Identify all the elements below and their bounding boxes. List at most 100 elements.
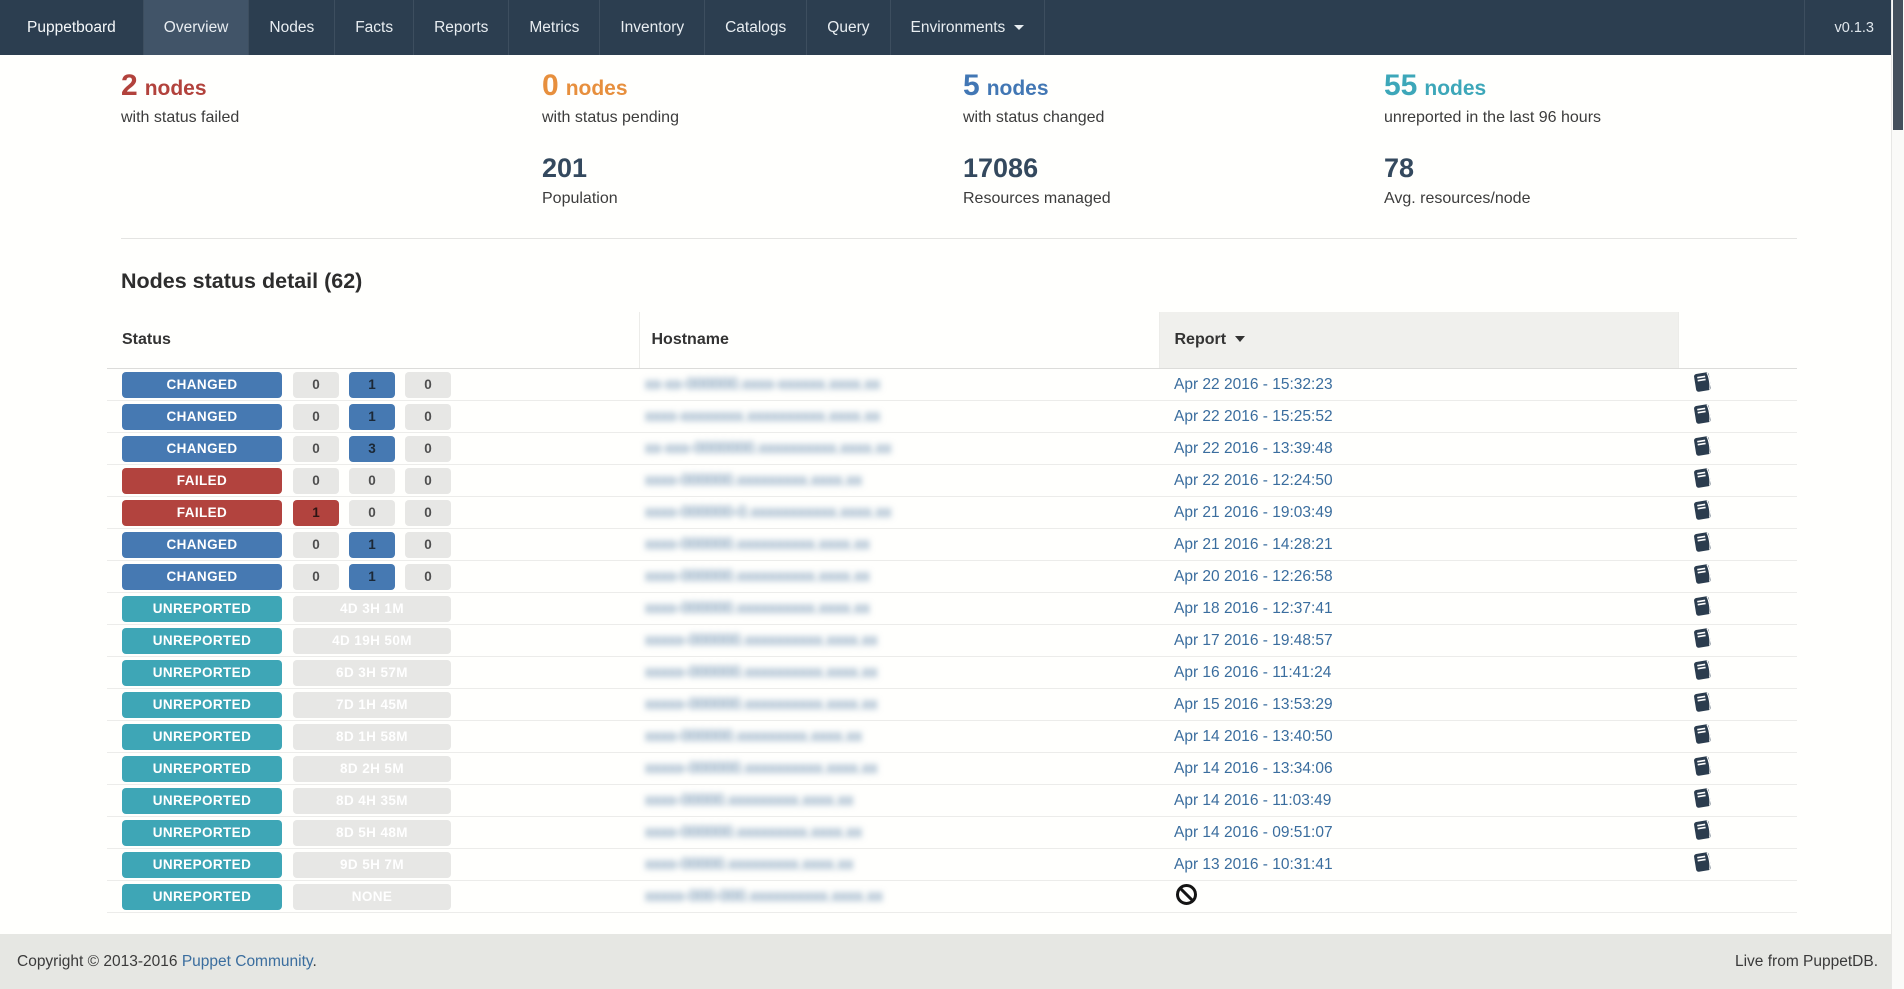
tab-inventory[interactable]: Inventory bbox=[599, 0, 704, 55]
report-log-icon[interactable] bbox=[1693, 468, 1713, 488]
count-badge: 0 bbox=[405, 531, 451, 558]
column-header-status[interactable]: Status bbox=[107, 312, 639, 369]
column-header-report[interactable]: Report bbox=[1158, 312, 1678, 369]
changed-count: 5 bbox=[963, 69, 980, 102]
count-badge: 0 bbox=[293, 435, 339, 462]
hostname-link[interactable]: xxxx-xxxxxxxx.xxxxxxxxxx.xxxx.xx bbox=[645, 407, 881, 425]
count-badge: 0 bbox=[405, 499, 451, 526]
status-counts: 9D 5H 7M bbox=[293, 851, 451, 878]
report-log-icon[interactable] bbox=[1693, 404, 1713, 424]
report-link[interactable]: Apr 21 2016 - 19:03:49 bbox=[1174, 503, 1333, 521]
scrollbar-track[interactable] bbox=[1891, 0, 1904, 989]
hostname-link[interactable]: xxxx-00000.xxxxxxxxx.xxxx.xx bbox=[645, 791, 854, 809]
hostname-link[interactable]: xxxx-000000.xxxxxxxxxx.xxxx.xx bbox=[645, 599, 870, 617]
hostname-link[interactable]: xxxxx-000000.xxxxxxxxxx.xxxx.xx bbox=[645, 631, 878, 649]
report-log-icon[interactable] bbox=[1693, 500, 1713, 520]
report-log-icon[interactable] bbox=[1693, 788, 1713, 808]
environments-dropdown[interactable]: Environments bbox=[889, 0, 1046, 55]
report-log-icon[interactable] bbox=[1693, 660, 1713, 680]
report-link[interactable]: Apr 17 2016 - 19:48:57 bbox=[1174, 631, 1333, 649]
report-log-icon[interactable] bbox=[1693, 724, 1713, 744]
page-title: Nodes status detail (62) bbox=[121, 269, 363, 293]
status-counts: 8D 1H 58M bbox=[293, 723, 451, 750]
report-log-icon[interactable] bbox=[1693, 436, 1713, 456]
report-log-icon[interactable] bbox=[1693, 564, 1713, 584]
changed-label: with status changed bbox=[963, 109, 1105, 126]
status-badge: FAILED bbox=[122, 499, 282, 526]
stat-resources-managed: 17086 Resources managed bbox=[963, 153, 1111, 207]
status-badge: UNREPORTED bbox=[122, 755, 282, 782]
unreported-duration-badge: 8D 4H 35M bbox=[293, 787, 451, 814]
tab-nodes[interactable]: Nodes bbox=[248, 0, 334, 55]
table-row: UNREPORTED 8D 2H 5M xxxxx-000000.xxxxxxx… bbox=[107, 752, 1797, 785]
report-link[interactable]: Apr 20 2016 - 12:26:58 bbox=[1174, 567, 1333, 585]
report-log-icon[interactable] bbox=[1693, 372, 1713, 392]
tab-facts[interactable]: Facts bbox=[334, 0, 413, 55]
report-link[interactable]: Apr 16 2016 - 11:41:24 bbox=[1174, 663, 1332, 681]
tab-overview[interactable]: Overview bbox=[142, 0, 249, 55]
report-link[interactable]: Apr 14 2016 - 13:34:06 bbox=[1174, 759, 1333, 777]
report-log-icon[interactable] bbox=[1693, 692, 1713, 712]
copyright: Copyright © 2013-2016 Puppet Community. bbox=[17, 952, 317, 970]
column-header-hostname[interactable]: Hostname bbox=[638, 312, 1159, 369]
unreported-duration-badge: 4D 19H 50M bbox=[293, 627, 451, 654]
stat-population: 201 Population bbox=[542, 153, 618, 207]
tab-catalogs[interactable]: Catalogs bbox=[704, 0, 806, 55]
status-badge: CHANGED bbox=[122, 563, 282, 590]
report-link[interactable]: Apr 14 2016 - 11:03:49 bbox=[1174, 791, 1332, 809]
hostname-link[interactable]: xxxx-000000-0.xxxxxxxxxxx.xxxx.xx bbox=[645, 503, 892, 521]
report-link[interactable]: Apr 14 2016 - 13:40:50 bbox=[1174, 727, 1333, 745]
pending-count: 0 bbox=[542, 69, 559, 102]
report-log-icon[interactable] bbox=[1693, 532, 1713, 552]
report-link[interactable]: Apr 21 2016 - 14:28:21 bbox=[1174, 535, 1333, 553]
brand-puppetboard[interactable]: Puppetboard bbox=[27, 18, 116, 36]
hostname-link[interactable]: xxxx-000000.xxxxxxxxx.xxxx.xx bbox=[645, 823, 863, 841]
report-log-icon[interactable] bbox=[1693, 596, 1713, 616]
hostname-link[interactable]: xx-xx-000000.xxxx-xxxxxx.xxxx.xx bbox=[645, 375, 881, 393]
tab-reports[interactable]: Reports bbox=[413, 0, 508, 55]
chevron-down-icon bbox=[1014, 25, 1025, 30]
count-badge: 0 bbox=[405, 403, 451, 430]
report-link[interactable]: Apr 22 2016 - 12:24:50 bbox=[1174, 471, 1333, 489]
count-badge: 0 bbox=[405, 563, 451, 590]
report-log-icon[interactable] bbox=[1693, 628, 1713, 648]
table-row: UNREPORTED 8D 5H 48M xxxx-000000.xxxxxxx… bbox=[107, 816, 1797, 849]
scrollbar-thumb[interactable] bbox=[1893, 0, 1903, 130]
tab-query[interactable]: Query bbox=[806, 0, 889, 55]
report-link[interactable]: Apr 22 2016 - 13:39:48 bbox=[1174, 439, 1333, 457]
report-link[interactable]: Apr 22 2016 - 15:25:52 bbox=[1174, 407, 1333, 425]
hostname-link[interactable]: xxxx-000000.xxxxxxxxx.xxxx.xx bbox=[645, 471, 863, 489]
hostname-link[interactable]: xxxxx-000000.xxxxxxxxxx.xxxx.xx bbox=[645, 695, 878, 713]
status-counts: 7D 1H 45M bbox=[293, 691, 451, 718]
tab-metrics[interactable]: Metrics bbox=[508, 0, 599, 55]
hostname-link[interactable]: xxxxx-000000.xxxxxxxxxx.xxxx.xx bbox=[645, 663, 878, 681]
report-log-icon[interactable] bbox=[1693, 756, 1713, 776]
report-log-icon[interactable] bbox=[1693, 820, 1713, 840]
hostname-link[interactable]: xxxx-000000.xxxxxxxxxx.xxxx.xx bbox=[645, 567, 870, 585]
status-counts: 8D 4H 35M bbox=[293, 787, 451, 814]
hostname-link[interactable]: xxxxx-000000.xxxxxxxxxx.xxxx.xx bbox=[645, 759, 878, 777]
hostname-link[interactable]: xx-xxx-0000000.xxxxxxxxxx.xxxx.xx bbox=[645, 439, 892, 457]
overview-stats: 2 nodes with status failed 0 nodes with st… bbox=[121, 69, 1904, 208]
table-row: UNREPORTED 8D 4H 35M xxxx-00000.xxxxxxxx… bbox=[107, 784, 1797, 817]
report-log-icon[interactable] bbox=[1693, 852, 1713, 872]
stats-divider bbox=[121, 238, 1797, 239]
hostname-link[interactable]: xxxxx-000-000.xxxxxxxxxx.xxxx.xx bbox=[645, 887, 883, 905]
count-badge: 0 bbox=[405, 435, 451, 462]
count-badge: 0 bbox=[405, 371, 451, 398]
hostname-link[interactable]: xxxx-000000.xxxxxxxxx.xxxx.xx bbox=[645, 727, 863, 745]
hostname-link[interactable]: xxxx-00000.xxxxxxxxx.xxxx.xx bbox=[645, 855, 854, 873]
report-link[interactable]: Apr 13 2016 - 10:31:41 bbox=[1174, 855, 1333, 873]
report-link[interactable]: Apr 15 2016 - 13:53:29 bbox=[1174, 695, 1333, 713]
report-link[interactable]: Apr 18 2016 - 12:37:41 bbox=[1174, 599, 1333, 617]
count-badge: 0 bbox=[293, 531, 339, 558]
puppet-community-link[interactable]: Puppet Community bbox=[181, 952, 313, 970]
hostname-link[interactable]: xxxx-000000.xxxxxxxxxx.xxxx.xx bbox=[645, 535, 870, 553]
stat-changed: 5 nodes with status changed 17086 Resourc… bbox=[963, 69, 1384, 208]
report-link[interactable]: Apr 14 2016 - 09:51:07 bbox=[1174, 823, 1333, 841]
table-row: UNREPORTED 6D 3H 57M xxxxx-000000.xxxxxx… bbox=[107, 656, 1797, 689]
report-link[interactable]: Apr 22 2016 - 15:32:23 bbox=[1174, 375, 1333, 393]
